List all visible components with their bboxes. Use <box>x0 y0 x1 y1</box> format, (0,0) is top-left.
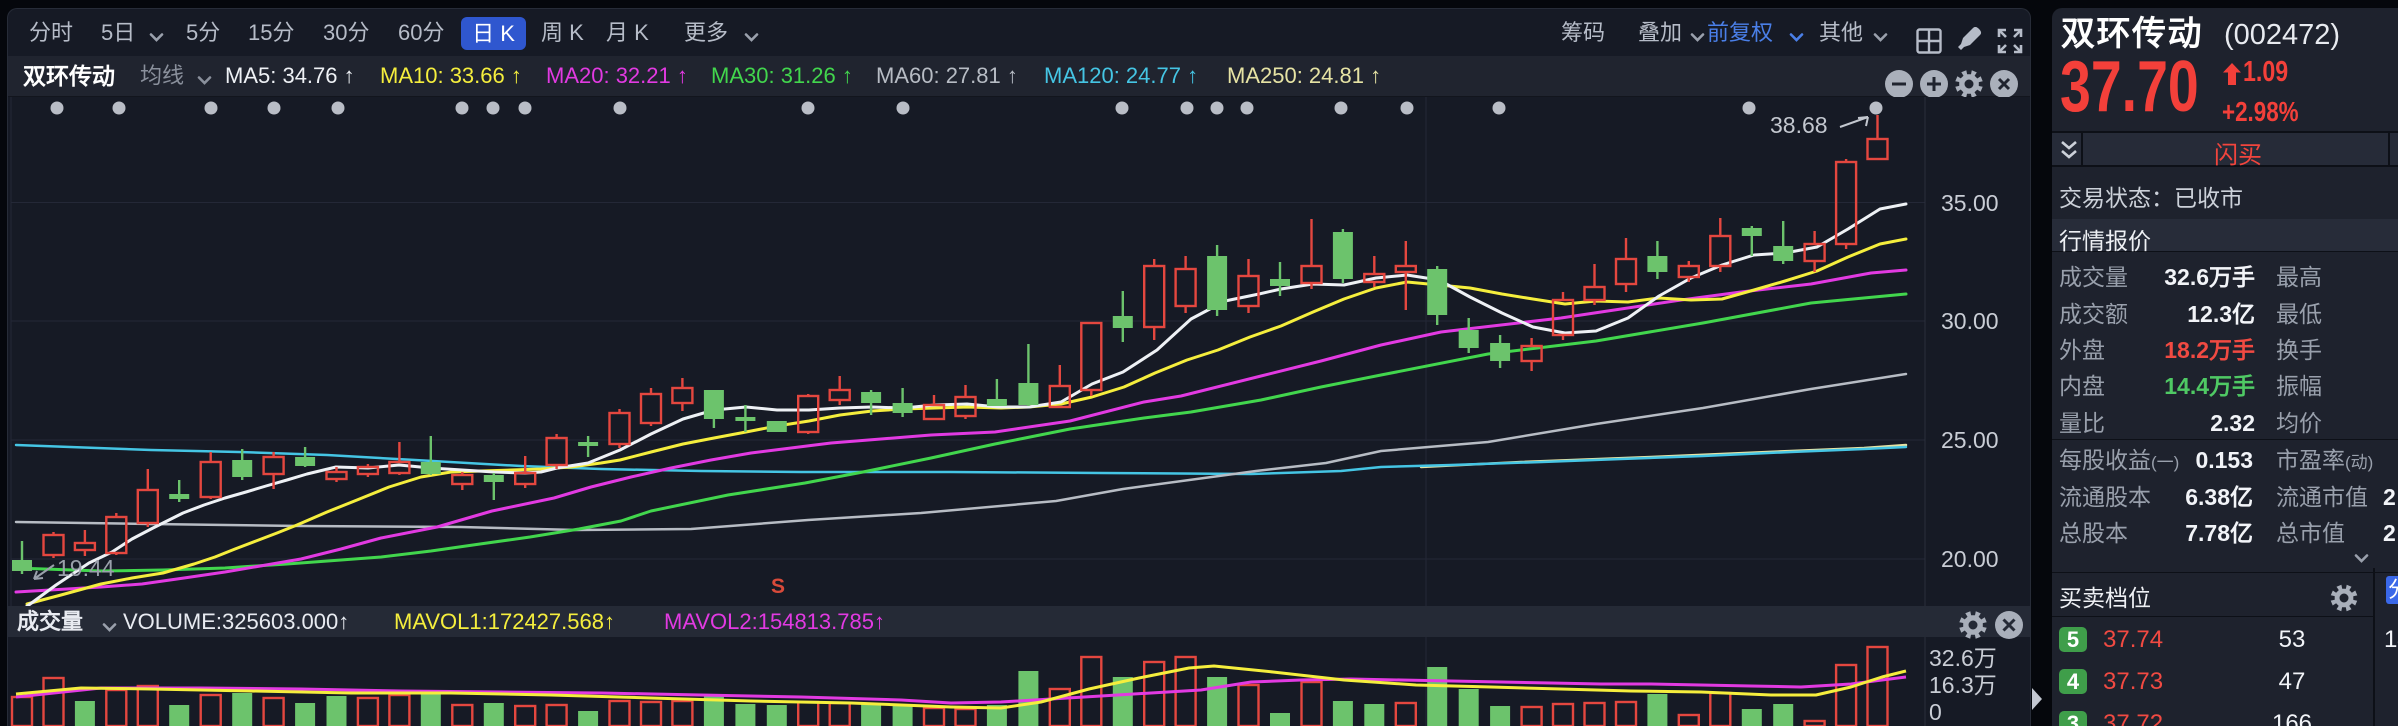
svg-text:25.00: 25.00 <box>1941 427 1999 453</box>
svg-text:S: S <box>771 575 785 598</box>
svg-text:30.00: 30.00 <box>1941 308 1999 334</box>
svg-text:20.00: 20.00 <box>1941 546 1999 572</box>
svg-text:19.44: 19.44 <box>57 555 115 581</box>
svg-text:32.6万: 32.6万 <box>1929 645 1997 671</box>
svg-text:35.00: 35.00 <box>1941 190 1999 216</box>
svg-text:16.3万: 16.3万 <box>1929 672 1997 698</box>
svg-text:0: 0 <box>1929 699 1942 725</box>
svg-text:38.68: 38.68 <box>1770 112 1828 138</box>
